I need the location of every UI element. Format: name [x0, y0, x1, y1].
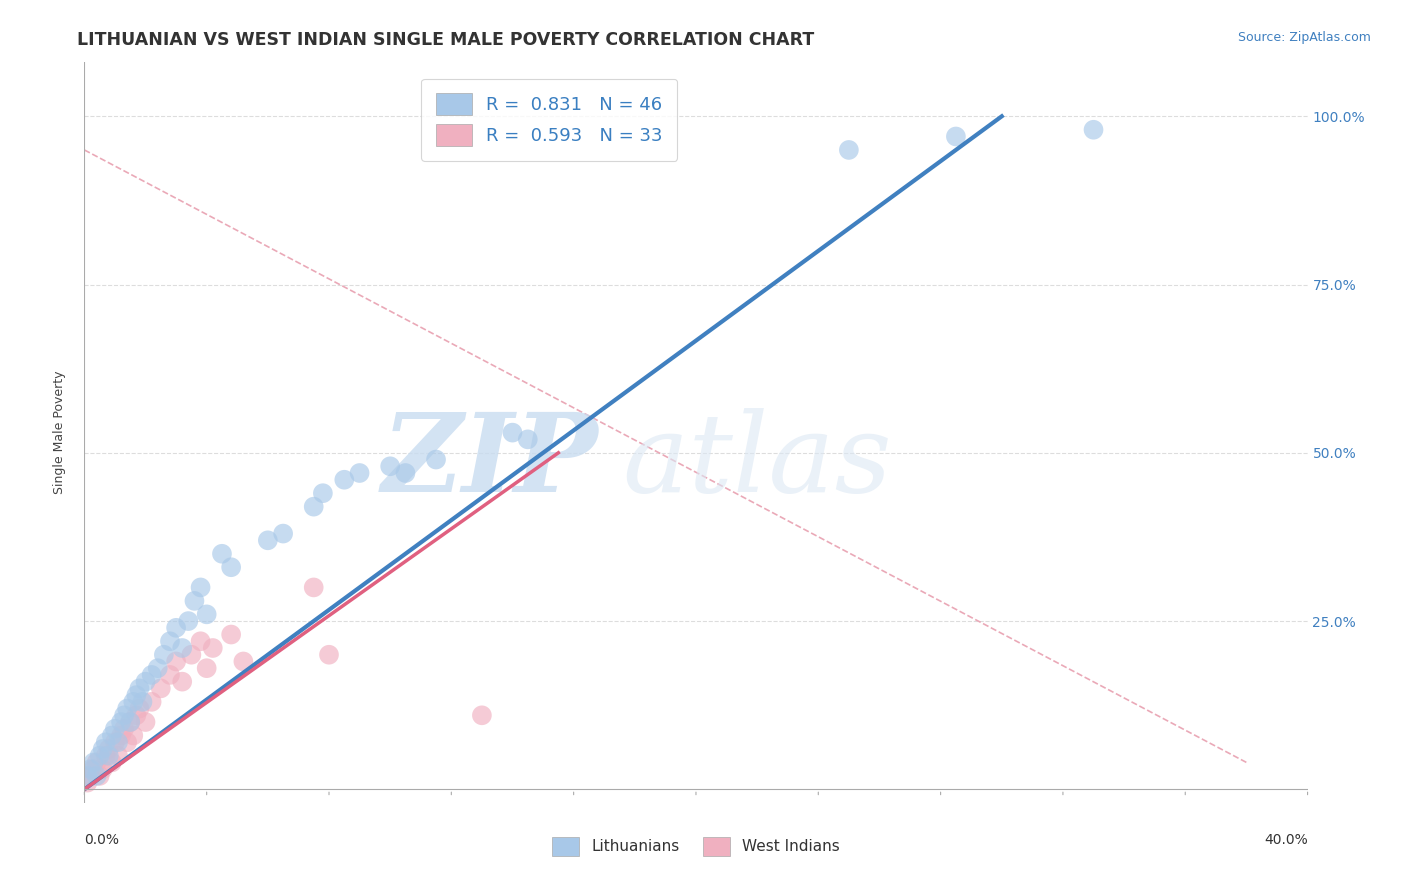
Point	[120, 714, 142, 729]
Point	[153, 648, 176, 662]
Point	[333, 473, 356, 487]
Point	[271, 526, 294, 541]
Point	[172, 640, 194, 655]
Point	[91, 762, 114, 776]
Point	[380, 459, 402, 474]
Point	[219, 560, 242, 574]
Point	[79, 769, 101, 783]
Text: LITHUANIAN VS WEST INDIAN SINGLE MALE POVERTY CORRELATION CHART: LITHUANIAN VS WEST INDIAN SINGLE MALE PO…	[77, 31, 814, 49]
Point	[76, 769, 98, 783]
Point	[177, 614, 200, 628]
Point	[190, 634, 212, 648]
Point	[141, 668, 163, 682]
Point	[195, 607, 218, 622]
Point	[89, 769, 111, 783]
Point	[318, 648, 340, 662]
Point	[89, 748, 111, 763]
Point	[107, 735, 129, 749]
Point	[86, 756, 108, 770]
Point	[120, 714, 142, 729]
Point	[165, 655, 187, 669]
Point	[302, 500, 325, 514]
Point	[101, 729, 124, 743]
Point	[232, 655, 254, 669]
Point	[101, 756, 124, 770]
Point	[312, 486, 335, 500]
Point	[115, 701, 138, 715]
Point	[83, 756, 105, 770]
Point	[183, 594, 205, 608]
Point	[211, 547, 233, 561]
Text: 40.0%: 40.0%	[1264, 832, 1308, 847]
Point	[125, 708, 148, 723]
Point	[190, 581, 212, 595]
Point	[516, 433, 538, 447]
Point	[172, 674, 194, 689]
Point	[125, 688, 148, 702]
Point	[122, 695, 145, 709]
Point	[86, 769, 108, 783]
Point	[146, 661, 169, 675]
Point	[180, 648, 202, 662]
Point	[94, 735, 117, 749]
Point	[107, 748, 129, 763]
Text: 0.0%: 0.0%	[84, 832, 120, 847]
Point	[110, 714, 132, 729]
Point	[91, 742, 114, 756]
Text: Source: ZipAtlas.com: Source: ZipAtlas.com	[1237, 31, 1371, 45]
Point	[128, 681, 150, 696]
Text: ZIP: ZIP	[381, 409, 598, 516]
Point	[195, 661, 218, 675]
Point	[79, 762, 101, 776]
Point	[141, 695, 163, 709]
Point	[165, 621, 187, 635]
Point	[302, 581, 325, 595]
Legend: Lithuanians, West Indians: Lithuanians, West Indians	[546, 831, 846, 862]
Point	[201, 640, 224, 655]
Point	[112, 708, 135, 723]
Point	[502, 425, 524, 440]
Text: atlas: atlas	[623, 409, 893, 516]
Point	[76, 775, 98, 789]
Point	[394, 466, 416, 480]
Point	[135, 674, 157, 689]
Point	[425, 452, 447, 467]
Point	[945, 129, 967, 144]
Point	[115, 735, 138, 749]
Point	[159, 634, 181, 648]
Point	[135, 714, 157, 729]
Point	[97, 742, 120, 756]
Point	[838, 143, 860, 157]
Point	[349, 466, 371, 480]
Point	[94, 748, 117, 763]
Point	[159, 668, 181, 682]
Point	[83, 762, 105, 776]
Point	[97, 748, 120, 763]
Point	[219, 627, 242, 641]
Point	[131, 695, 153, 709]
Point	[257, 533, 280, 548]
Point	[104, 722, 127, 736]
Point	[471, 708, 494, 723]
Point	[122, 729, 145, 743]
Point	[149, 681, 172, 696]
Point	[104, 735, 127, 749]
Point	[110, 729, 132, 743]
Point	[128, 701, 150, 715]
Point	[112, 722, 135, 736]
Point	[1083, 122, 1105, 136]
Y-axis label: Single Male Poverty: Single Male Poverty	[52, 371, 66, 494]
